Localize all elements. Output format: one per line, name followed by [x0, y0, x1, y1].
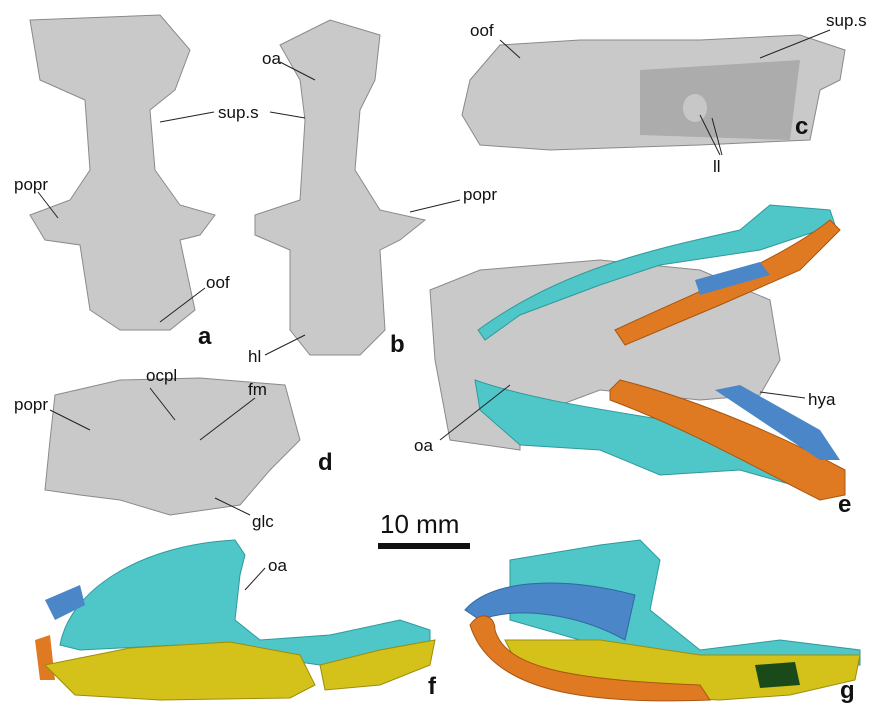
specimen-e-blue-upper	[695, 262, 770, 295]
label: sup.s	[218, 103, 259, 122]
panel-letter: f	[428, 673, 437, 700]
specimen-g-orange	[469, 615, 711, 702]
panel-letter: g	[840, 677, 855, 704]
specimen-g-blue	[464, 582, 636, 641]
leaders	[37, 29, 831, 591]
label: oof	[206, 273, 230, 292]
label: oa	[268, 556, 287, 575]
leader	[149, 387, 176, 421]
label: hl	[248, 347, 261, 366]
leader	[37, 191, 59, 219]
panel-letters: a b c d e f g	[198, 113, 855, 704]
label: oa	[414, 436, 433, 455]
specimen-f-orange	[35, 635, 55, 680]
leader	[199, 397, 256, 441]
label: popr	[14, 395, 48, 414]
specimen-g-green	[755, 662, 800, 688]
specimen-f-yellow-left	[43, 641, 316, 701]
specimen-e-upper	[477, 204, 836, 341]
leader	[439, 384, 511, 441]
label: glc	[252, 512, 274, 531]
label: sup.s	[826, 11, 867, 30]
specimen-e-orange-lower	[609, 379, 846, 501]
scale-bar-line	[378, 543, 470, 549]
panel-letter: a	[198, 323, 212, 350]
leader	[49, 409, 91, 431]
leader	[499, 39, 521, 59]
panel-letter: b	[390, 331, 405, 358]
scale-bar: 10 mm	[378, 509, 470, 549]
specimen-b	[254, 19, 427, 356]
leader	[699, 114, 723, 156]
scale-bar-label: 10 mm	[380, 509, 459, 539]
leader	[759, 29, 831, 59]
leader	[409, 199, 461, 213]
specimen-f-blue	[45, 585, 85, 620]
label: popr	[14, 175, 48, 194]
specimen-f-yellow-right	[319, 639, 436, 691]
leader	[279, 61, 316, 81]
leader	[159, 287, 206, 323]
leader	[214, 497, 251, 516]
label: hya	[808, 390, 836, 409]
label: ll	[713, 157, 721, 176]
specimen-e-blue-lower	[715, 385, 840, 460]
label: oa	[262, 49, 281, 68]
shadow	[640, 60, 800, 140]
labels: sup.s oa popr popr oof hl oof sup.s ll o…	[14, 11, 867, 575]
leader	[759, 391, 806, 399]
label: oof	[470, 21, 494, 40]
leader	[159, 111, 306, 123]
specimen-a	[29, 14, 216, 331]
leader	[244, 567, 266, 591]
panel-letter: e	[838, 491, 851, 518]
panel-letter: c	[795, 113, 808, 140]
panel-letter: d	[318, 449, 333, 476]
label: fm	[248, 380, 267, 399]
label: ocpl	[146, 366, 177, 385]
label: popr	[463, 185, 497, 204]
leader	[264, 334, 306, 356]
specimen-shapes	[29, 14, 861, 702]
